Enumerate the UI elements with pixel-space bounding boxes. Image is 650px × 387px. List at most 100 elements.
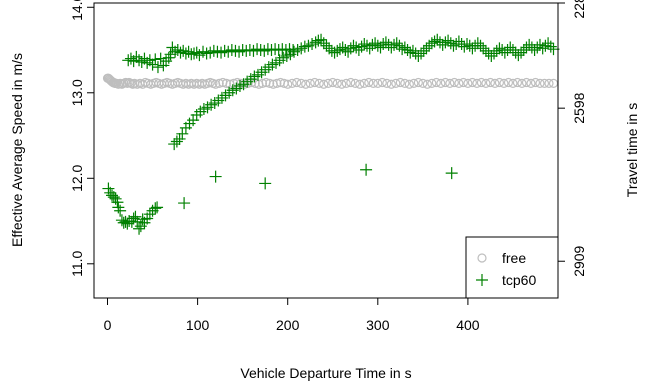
data-point-tcp60 xyxy=(544,40,557,53)
data-point-free xyxy=(454,78,464,88)
data-point-free xyxy=(310,77,320,88)
data-point-free xyxy=(355,79,365,89)
data-point-free xyxy=(472,78,482,88)
data-point-tcp60 xyxy=(371,39,384,52)
data-point-tcp60 xyxy=(129,210,142,223)
data-point-tcp60 xyxy=(539,39,552,52)
data-point-tcp60 xyxy=(182,45,195,58)
data-point-tcp60 xyxy=(415,47,428,60)
y2-tick-label: 2598 xyxy=(571,92,587,123)
data-point-tcp60 xyxy=(360,39,373,52)
data-point-free xyxy=(422,79,432,89)
data-point-free xyxy=(323,78,333,88)
data-point-tcp60 xyxy=(259,177,272,190)
data-point-tcp60 xyxy=(188,47,201,60)
data-point-tcp60 xyxy=(151,201,164,214)
data-point-tcp60 xyxy=(388,38,401,51)
data-point-free xyxy=(404,79,414,89)
data-point-tcp60 xyxy=(312,34,325,47)
data-point-tcp60 xyxy=(379,36,392,49)
data-point-tcp60 xyxy=(474,39,487,52)
data-point-free xyxy=(382,78,392,88)
data-point-free xyxy=(229,78,239,88)
data-point-free xyxy=(445,78,455,88)
data-point-tcp60 xyxy=(185,48,198,61)
data-point-tcp60 xyxy=(542,37,555,50)
data-point-free xyxy=(517,78,527,88)
y2-tick-label: 2286 xyxy=(571,0,587,19)
data-point-tcp60 xyxy=(439,36,452,49)
data-point-tcp60 xyxy=(350,41,363,54)
x-tick-label: 200 xyxy=(276,317,300,333)
y2-axis-title: Travel time in s xyxy=(624,103,640,197)
data-point-tcp60 xyxy=(452,35,465,48)
data-point-free xyxy=(409,78,419,88)
y-axis-title: Effective Average Speed in m/s xyxy=(9,53,25,247)
data-point-tcp60 xyxy=(477,42,490,55)
data-point-tcp60 xyxy=(149,202,162,215)
data-point-tcp60 xyxy=(517,44,530,57)
axes: 0 100 200 300 400 11.0 12.0 13.0 14.0 2286 2598 290… xyxy=(69,0,587,333)
data-point-tcp60 xyxy=(458,40,471,53)
data-point-free xyxy=(512,77,523,88)
data-point-tcp60 xyxy=(515,46,528,59)
data-point-tcp60 xyxy=(331,44,344,57)
data-point-free xyxy=(214,78,224,88)
data-point-free xyxy=(221,78,232,88)
data-point-free xyxy=(296,78,306,88)
data-point-tcp60 xyxy=(406,44,419,57)
data-point-free xyxy=(530,77,541,88)
data-point-free xyxy=(544,78,554,88)
data-point-free xyxy=(359,78,369,88)
data-point-tcp60 xyxy=(536,42,549,55)
data-point-tcp60 xyxy=(431,33,444,46)
data-point-tcp60 xyxy=(471,37,484,50)
data-point-free xyxy=(337,79,347,89)
data-point-tcp60 xyxy=(466,42,479,55)
data-point-free xyxy=(548,78,559,88)
data-point-free xyxy=(386,79,396,89)
data-point-tcp60 xyxy=(111,196,124,209)
data-point-free xyxy=(418,78,428,88)
data-point-free xyxy=(395,77,405,88)
data-point-tcp60 xyxy=(355,40,368,53)
x-axis-title: Vehicle Departure Time in s xyxy=(240,365,411,381)
data-point-tcp60 xyxy=(425,37,438,50)
legend-tcp60-label: tcp60 xyxy=(502,272,536,288)
data-point-free xyxy=(476,77,487,88)
data-point-free xyxy=(377,77,387,88)
y-tick-label: 14.0 xyxy=(69,0,85,21)
data-point-free xyxy=(373,78,383,88)
data-point-tcp60 xyxy=(490,44,503,57)
legend-box xyxy=(465,236,559,299)
data-point-tcp60 xyxy=(523,38,536,51)
data-point-tcp60 xyxy=(151,61,164,74)
plot-area-border xyxy=(93,2,559,299)
data-point-tcp60 xyxy=(528,44,541,57)
data-point-free xyxy=(449,77,459,88)
data-point-tcp60 xyxy=(428,35,441,48)
data-point-free xyxy=(481,78,491,88)
data-point-free xyxy=(499,78,509,88)
data-point-tcp60 xyxy=(420,42,433,55)
data-point-tcp60 xyxy=(190,46,203,59)
data-point-free xyxy=(283,79,293,89)
data-point-free xyxy=(328,77,338,88)
data-point-tcp60 xyxy=(333,43,346,56)
data-point-free xyxy=(319,79,329,89)
data-point-free xyxy=(427,78,437,88)
data-point-free xyxy=(431,77,441,88)
data-point-free xyxy=(503,77,514,88)
data-point-free xyxy=(508,78,518,88)
data-point-free xyxy=(494,77,505,88)
data-point-free xyxy=(257,78,268,88)
data-point-free xyxy=(341,78,351,88)
legend-free-marker xyxy=(477,253,487,263)
data-point-tcp60 xyxy=(124,52,137,65)
data-point-tcp60 xyxy=(547,43,560,56)
data-point-tcp60 xyxy=(366,38,379,51)
legend-tcp60-marker xyxy=(476,274,488,286)
data-point-tcp60 xyxy=(401,44,414,57)
data-point-free xyxy=(436,78,446,88)
